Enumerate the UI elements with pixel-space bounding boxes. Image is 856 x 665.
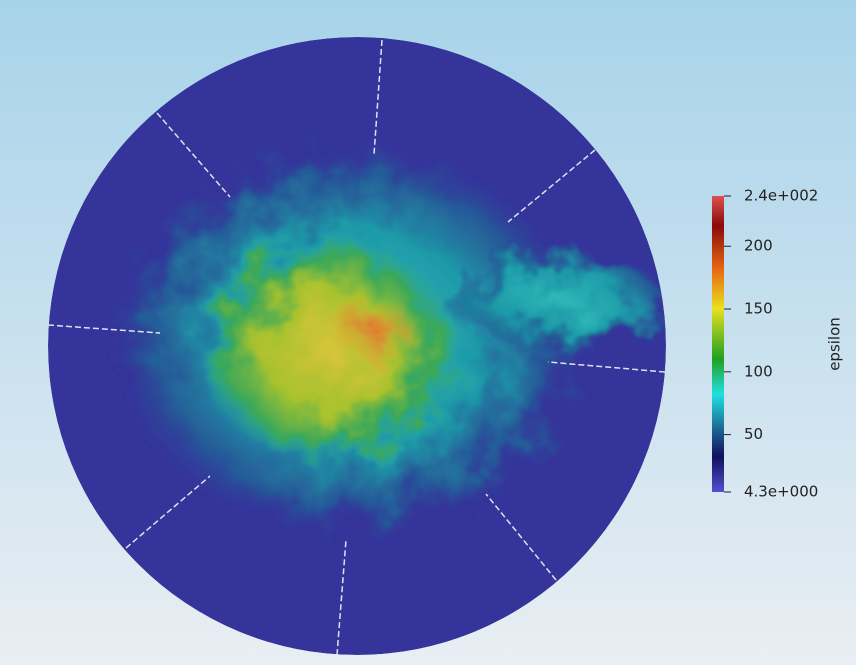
field-disc (48, 37, 666, 655)
colorbar (712, 196, 724, 492)
colorbar-tick-label: 150 (744, 300, 773, 318)
colorbar-tick-label: 2.4e+002 (744, 187, 818, 205)
colorbar-tick-label: 4.3e+000 (744, 483, 818, 501)
colorbar-tick-label: 100 (744, 362, 773, 380)
colorbar-tick-label: 50 (744, 425, 763, 443)
colorbar-title: epsilon (826, 317, 844, 371)
colorbar-tick-label: 200 (744, 237, 773, 255)
